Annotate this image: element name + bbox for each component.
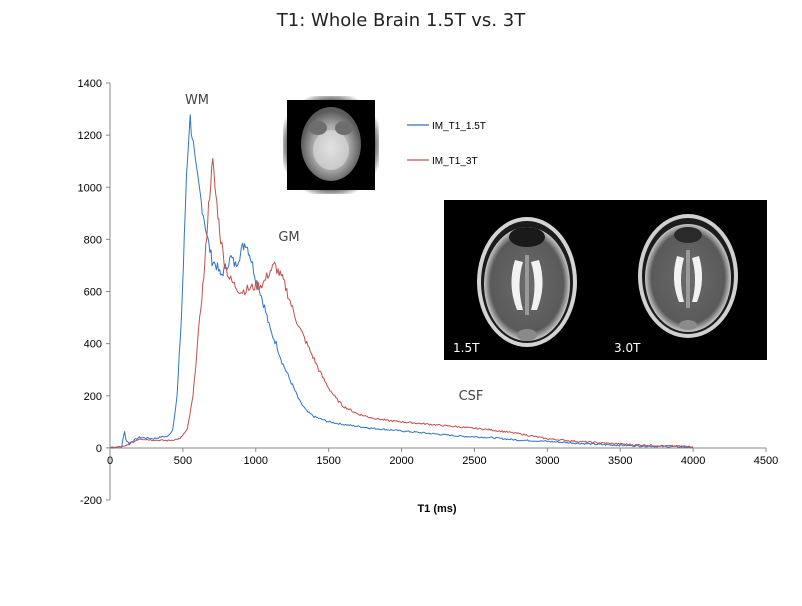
y-tick-label: 600 <box>84 287 102 299</box>
mri-label-1p5t: 1.5T <box>453 341 480 355</box>
x-tick-label: 4500 <box>754 455 778 467</box>
x-tick-label: 4000 <box>681 455 705 467</box>
y-tick-label: 1000 <box>78 182 102 194</box>
annotation-wm: WM <box>185 93 209 108</box>
x-tick-label: 2500 <box>462 455 486 467</box>
y-ticks: -200 0 200 400 600 800 1000 1200 1400 <box>78 78 110 507</box>
legend-label-1p5t: IM_T1_1.5T <box>432 121 486 132</box>
legend-label-3t: IM_T1_3T <box>432 156 478 167</box>
x-tick-label: 3500 <box>608 455 632 467</box>
brain-thumbnail <box>283 96 379 194</box>
y-tick-label: 800 <box>84 234 102 246</box>
mri-brain-3t <box>638 214 738 338</box>
x-tick-label: 2000 <box>389 455 413 467</box>
y-tick-label: -200 <box>80 495 102 507</box>
y-tick-label: 1400 <box>78 78 102 90</box>
x-axis-label: T1 (ms) <box>417 503 456 515</box>
mri-brain-1p5t <box>477 217 577 347</box>
x-tick-label: 1000 <box>244 455 268 467</box>
chart-title: T1: Whole Brain 1.5T vs. 3T <box>276 10 526 31</box>
y-tick-label: 200 <box>84 391 102 403</box>
annotation-csf: CSF <box>459 389 484 404</box>
x-tick-label: 1500 <box>316 455 340 467</box>
series-line-1 <box>109 158 694 449</box>
x-tick-label: 500 <box>174 455 192 467</box>
mri-label-3t: 3.0T <box>614 341 641 355</box>
x-tick-label: 3000 <box>535 455 559 467</box>
x-tick-label: 0 <box>107 455 113 467</box>
legend: IM_T1_1.5T IM_T1_3T <box>407 121 486 167</box>
y-tick-label: 400 <box>84 339 102 351</box>
mri-inset: 1.5T 3.0T <box>444 200 767 360</box>
series-group <box>109 114 694 449</box>
annotation-gm: GM <box>278 230 299 245</box>
x-ticks: 0 500 1000 1500 2000 2500 3000 3500 4000 4500 <box>107 447 778 467</box>
series-line-0 <box>109 114 694 449</box>
y-tick-label: 1200 <box>78 130 102 142</box>
y-tick-label: 0 <box>96 443 102 455</box>
